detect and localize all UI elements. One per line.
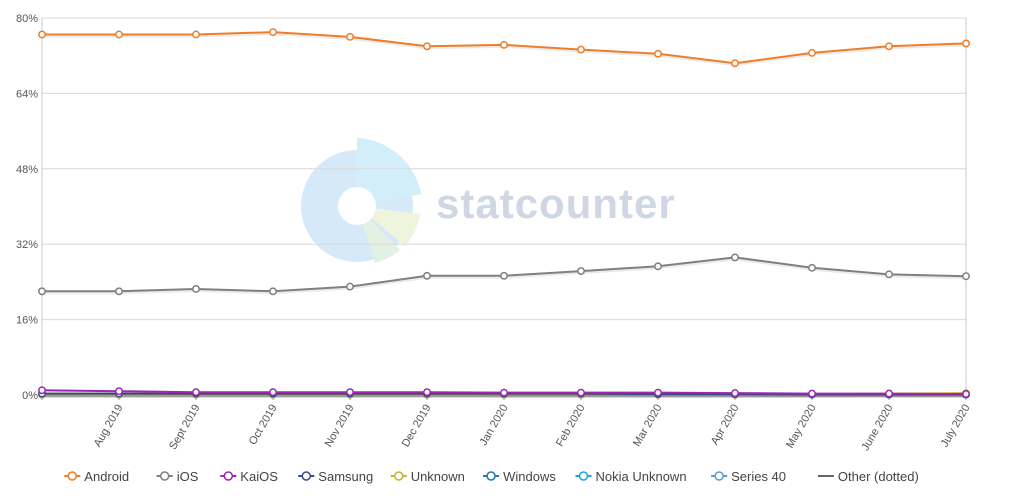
data-point[interactable] bbox=[731, 59, 739, 68]
legend-item-samsung[interactable]: Samsung bbox=[298, 469, 373, 484]
x-tick-label: Dec 2019 bbox=[400, 403, 434, 450]
x-tick-label: Sept 2019 bbox=[167, 403, 202, 452]
x-tick-label: Mar 2020 bbox=[631, 403, 665, 449]
legend-item-windows[interactable]: Windows bbox=[483, 469, 556, 484]
data-point[interactable] bbox=[577, 45, 585, 54]
legend-label: Android bbox=[84, 469, 129, 484]
data-point[interactable] bbox=[500, 388, 508, 397]
legend-label: Other (dotted) bbox=[838, 469, 919, 484]
legend-label: Windows bbox=[503, 469, 556, 484]
data-point[interactable] bbox=[423, 42, 431, 51]
data-point[interactable] bbox=[269, 388, 277, 397]
legend-marker bbox=[223, 471, 234, 481]
statcounter-watermark: statcounter bbox=[301, 138, 676, 263]
legend-marker bbox=[301, 471, 312, 481]
data-point[interactable] bbox=[423, 271, 431, 280]
y-tick-label: 16% bbox=[16, 315, 38, 327]
data-point[interactable] bbox=[38, 386, 46, 395]
legend-marker bbox=[578, 471, 589, 481]
legend-label: Unknown bbox=[411, 469, 465, 484]
y-axis-ticks: 0% 16% 32% 48% 64% 80% bbox=[16, 13, 38, 402]
legend-marker bbox=[714, 471, 724, 481]
legend-marker bbox=[67, 471, 78, 481]
legend-item-series-40[interactable]: Series 40 bbox=[711, 469, 786, 484]
data-point[interactable] bbox=[808, 389, 816, 398]
data-point[interactable] bbox=[654, 388, 662, 397]
legend-label: Samsung bbox=[318, 469, 373, 484]
legend-marker bbox=[486, 471, 496, 481]
x-axis-ticks: Aug 2019 Sept 2019 Oct 2019 Nov 2019 Dec 201… bbox=[41, 395, 973, 454]
data-point[interactable] bbox=[192, 30, 200, 39]
y-tick-label: 48% bbox=[16, 164, 38, 176]
legend: Android iOS KaiOS Samsung Unknown Windows Noki… bbox=[64, 469, 919, 484]
legend-item-android[interactable]: Android bbox=[64, 469, 129, 484]
data-point[interactable] bbox=[962, 272, 970, 281]
x-tick-label: Jan 2020 bbox=[478, 403, 511, 448]
y-tick-label: 80% bbox=[16, 13, 38, 25]
legend-item-unknown[interactable]: Unknown bbox=[390, 469, 465, 484]
data-point[interactable] bbox=[577, 267, 585, 276]
data-point[interactable] bbox=[808, 48, 816, 57]
data-point[interactable] bbox=[577, 388, 585, 397]
legend-label: iOS bbox=[177, 469, 199, 484]
legend-item-other-dotted[interactable]: Other (dotted) bbox=[817, 469, 919, 484]
legend-label: KaiOS bbox=[240, 469, 278, 484]
x-tick-label: July 2020 bbox=[939, 403, 973, 450]
legend-label: Series 40 bbox=[731, 469, 786, 484]
data-point[interactable] bbox=[192, 285, 200, 293]
legend-marker bbox=[159, 471, 170, 481]
data-point[interactable] bbox=[115, 30, 123, 39]
statcounter-logo-icon bbox=[301, 138, 421, 263]
series-line-shadow bbox=[42, 33, 967, 67]
data-point[interactable] bbox=[115, 387, 123, 396]
legend-item-kaios[interactable]: KaiOS bbox=[220, 469, 278, 484]
y-tick-label: 32% bbox=[16, 239, 38, 251]
watermark-text: statcounter bbox=[436, 180, 676, 227]
data-point[interactable] bbox=[654, 262, 662, 271]
data-point[interactable] bbox=[654, 49, 662, 58]
data-point[interactable] bbox=[423, 388, 431, 397]
x-tick-label: May 2020 bbox=[784, 403, 819, 451]
y-tick-label: 64% bbox=[16, 88, 38, 100]
data-point[interactable] bbox=[731, 253, 739, 262]
series-kaios bbox=[38, 386, 970, 399]
data-point[interactable] bbox=[500, 40, 508, 49]
legend-item-nokia-unknown[interactable]: Nokia Unknown bbox=[575, 469, 687, 484]
data-point[interactable] bbox=[346, 32, 354, 41]
legend-marker bbox=[393, 471, 404, 481]
x-tick-label: Oct 2019 bbox=[247, 403, 280, 448]
x-tick-label: Feb 2020 bbox=[554, 403, 588, 449]
data-point[interactable] bbox=[38, 30, 46, 39]
data-point[interactable] bbox=[269, 287, 277, 296]
x-tick-label: June 2020 bbox=[860, 403, 896, 454]
data-point[interactable] bbox=[962, 39, 970, 48]
series-android bbox=[38, 28, 970, 68]
x-tick-label: Apr 2020 bbox=[709, 403, 742, 448]
data-point[interactable] bbox=[962, 390, 970, 399]
x-tick-label: Nov 2019 bbox=[323, 403, 357, 450]
data-point[interactable] bbox=[808, 263, 816, 272]
x-tick-label: Aug 2019 bbox=[92, 403, 126, 450]
data-point[interactable] bbox=[38, 287, 46, 296]
y-tick-label: 0% bbox=[22, 390, 38, 402]
data-point[interactable] bbox=[500, 271, 508, 280]
data-point[interactable] bbox=[115, 287, 123, 296]
data-point[interactable] bbox=[192, 388, 200, 397]
series-group bbox=[38, 28, 970, 399]
data-point[interactable] bbox=[346, 282, 354, 291]
series-ios bbox=[38, 253, 970, 296]
data-point[interactable] bbox=[885, 270, 893, 279]
data-point[interactable] bbox=[885, 389, 893, 398]
legend-item-ios[interactable]: iOS bbox=[156, 469, 199, 484]
data-point[interactable] bbox=[269, 28, 277, 37]
legend-label: Nokia Unknown bbox=[596, 469, 687, 484]
data-point[interactable] bbox=[885, 42, 893, 51]
data-point[interactable] bbox=[731, 389, 739, 398]
data-point[interactable] bbox=[346, 388, 354, 397]
